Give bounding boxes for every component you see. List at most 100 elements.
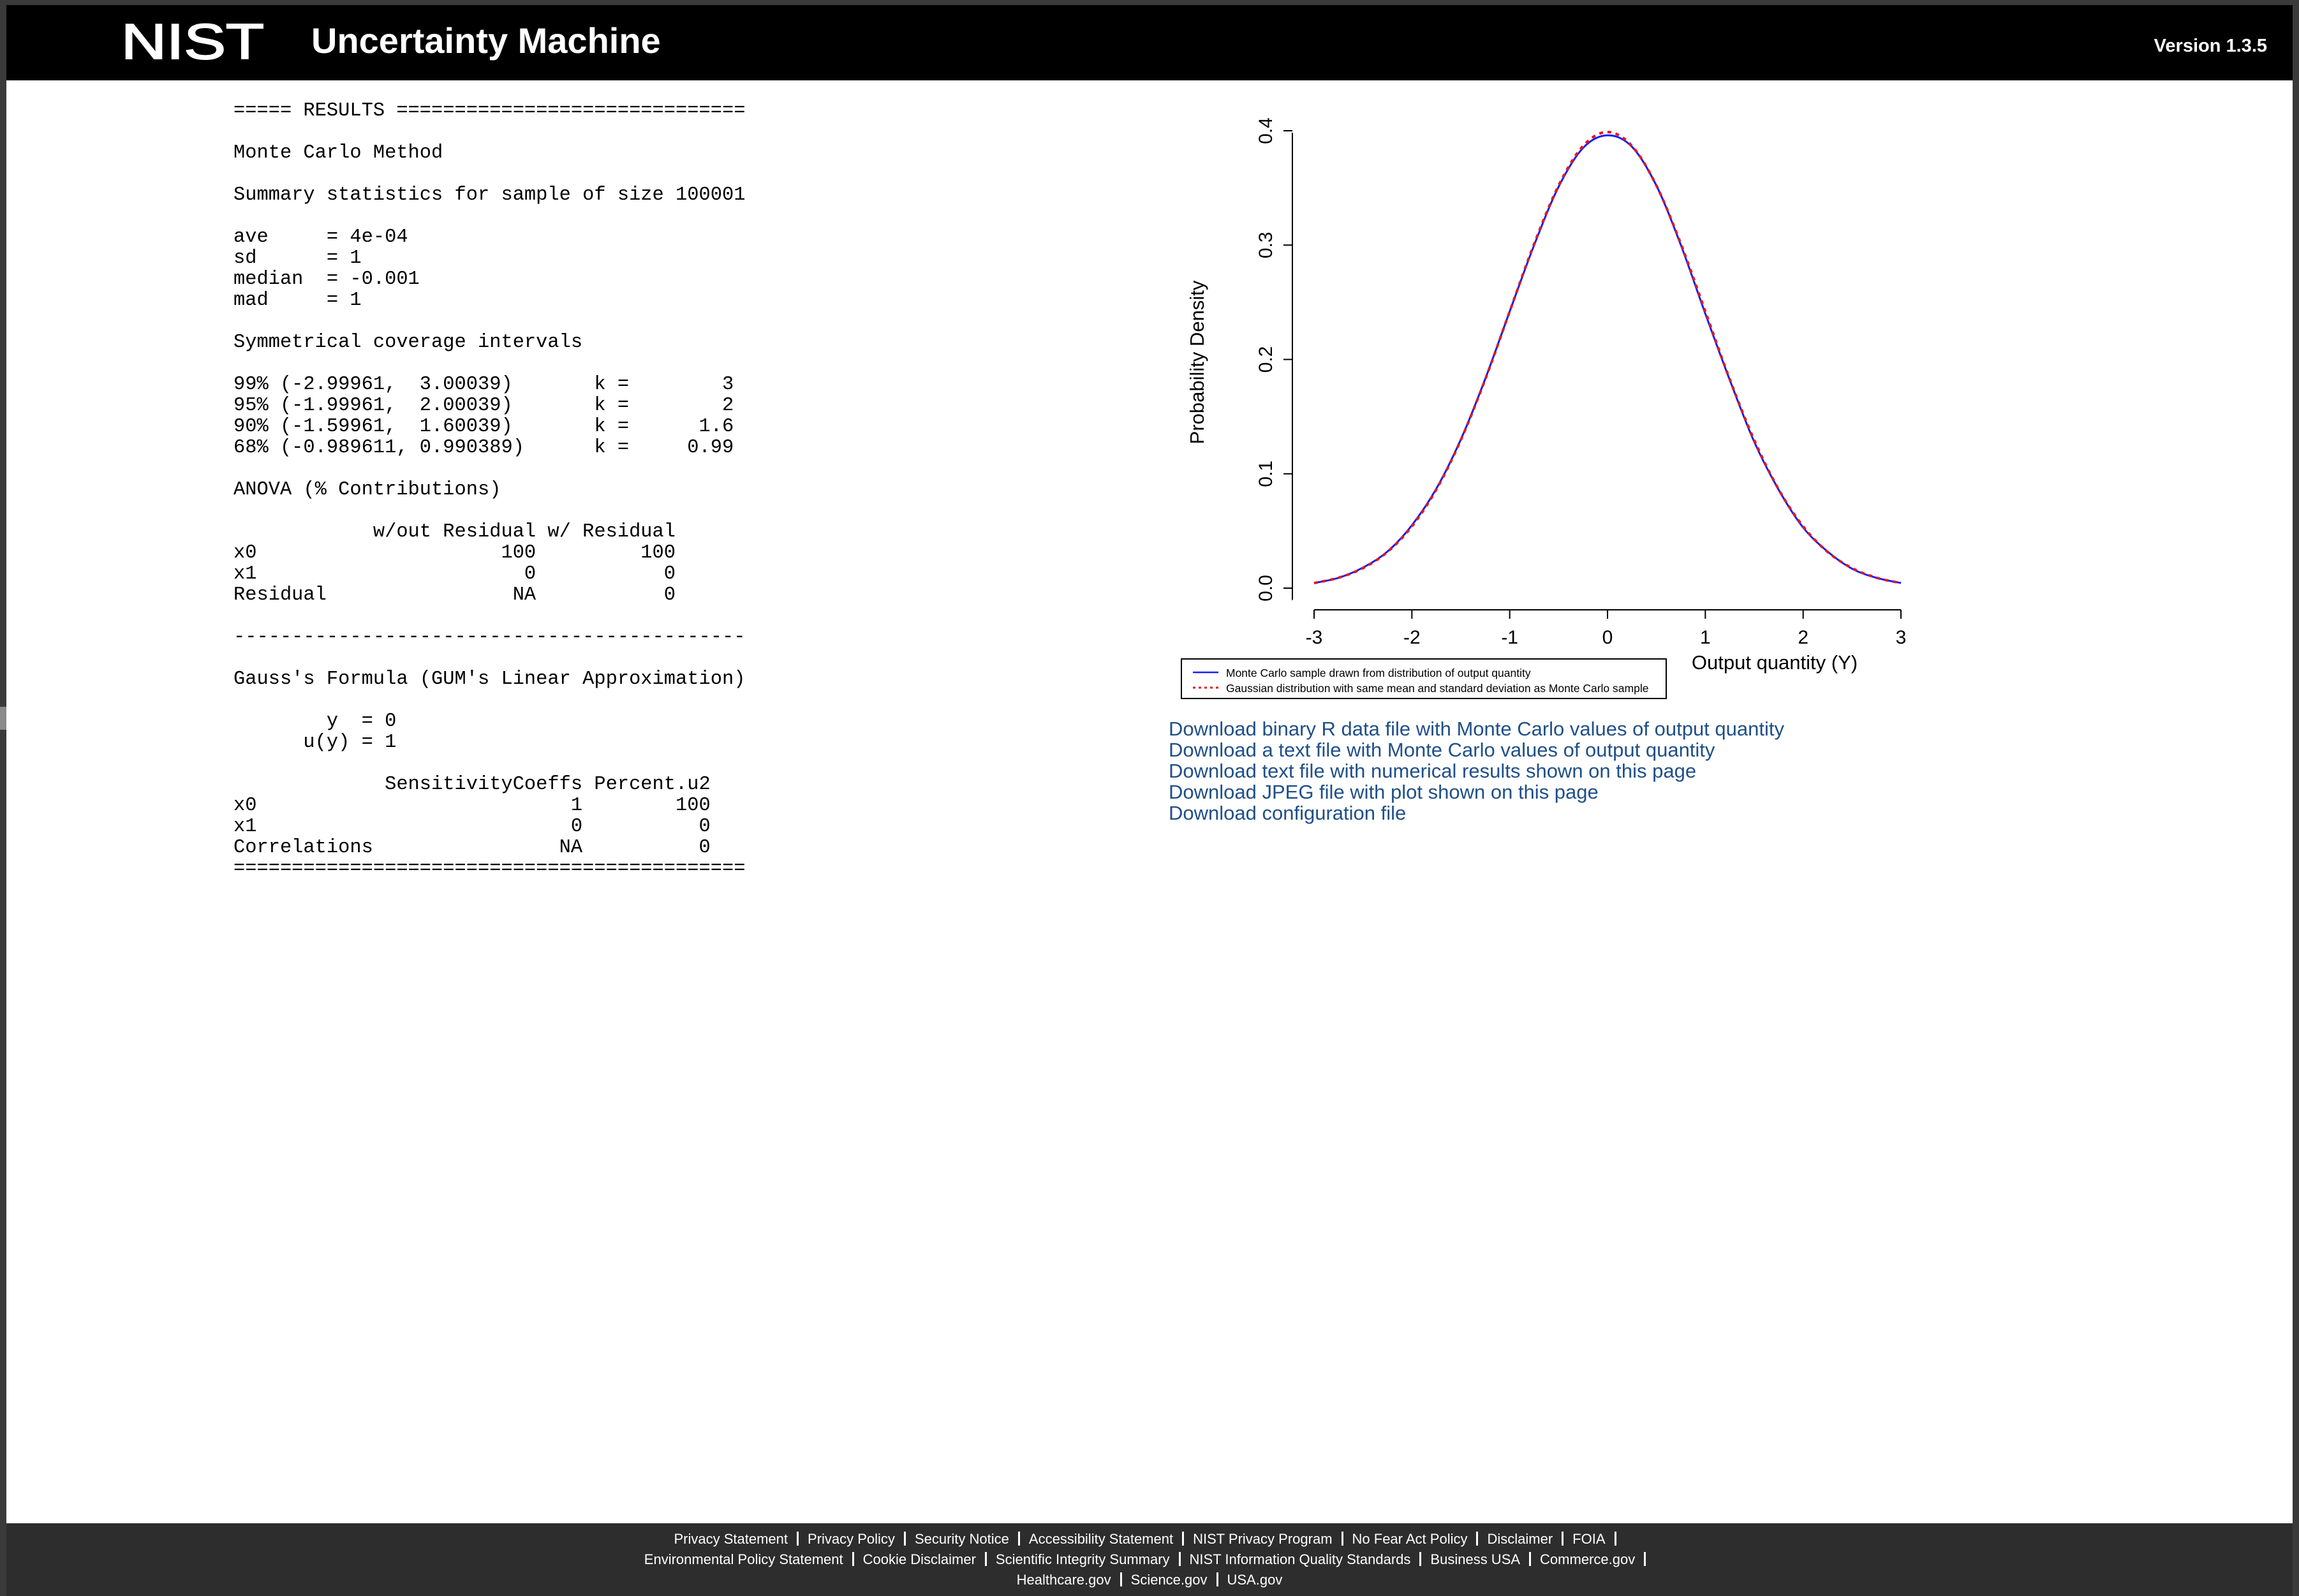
download-link[interactable]: Download a text file with Monte Carlo va… xyxy=(1169,739,1715,761)
results-line: ===== RESULTS ==========================… xyxy=(233,100,746,122)
footer-separator xyxy=(1529,1552,1532,1566)
footer-link[interactable]: Accessibility Statement xyxy=(1028,1531,1174,1547)
results-line: Symmetrical coverage intervals xyxy=(233,332,583,353)
footer-link[interactable]: Security Notice xyxy=(914,1531,1009,1547)
x-axis-label: Output quantity (Y) xyxy=(1692,651,1858,674)
results-line: ----------------------------------------… xyxy=(233,626,746,648)
monte-carlo-series-line xyxy=(1313,134,1902,584)
results-line: SensitivityCoeffs Percent.u2 xyxy=(233,774,711,795)
footer-separator xyxy=(1216,1572,1218,1586)
page-footer: Privacy Statement Privacy Policy Security … xyxy=(6,1523,2293,1596)
footer-separator xyxy=(1614,1532,1616,1546)
x-tick-label: 0 xyxy=(1602,627,1613,648)
results-line: sd = 1 xyxy=(233,248,362,269)
footer-link[interactable]: Healthcare.gov xyxy=(1016,1572,1111,1588)
download-link[interactable]: Download text file with numerical result… xyxy=(1169,760,1697,782)
legend-entry: Monte Carlo sample drawn from distributi… xyxy=(1226,667,1531,679)
results-line: Residual NA 0 xyxy=(233,584,676,606)
footer-row: Privacy Statement Privacy Policy Security … xyxy=(6,1530,2293,1549)
plot-axes: 0.0 0.1 0.2 0.3 0.4 -3 -2 -1 0 1 2 3 Probability Den… xyxy=(1186,117,1923,674)
footer-link[interactable]: Commerce.gov xyxy=(1540,1551,1636,1567)
window-edge-handle xyxy=(0,707,6,730)
results-line: u(y) = 1 xyxy=(233,732,397,753)
results-line: ave = 4e-04 xyxy=(233,226,408,248)
footer-link[interactable]: USA.gov xyxy=(1227,1572,1283,1588)
results-line: w/out Residual w/ Residual xyxy=(233,521,676,543)
download-link[interactable]: Download configuration file xyxy=(1169,802,1407,824)
footer-separator xyxy=(1419,1552,1422,1566)
results-line: 99% (-2.99961, 3.00039) k = 3 xyxy=(233,374,734,395)
footer-separator xyxy=(903,1532,906,1546)
footer-link[interactable]: Scientific Integrity Summary xyxy=(995,1551,1170,1567)
download-link[interactable]: Download binary R data file with Monte C… xyxy=(1169,718,1784,740)
footer-separator xyxy=(1476,1532,1479,1546)
y-tick-label: 0.4 xyxy=(1255,117,1276,144)
results-line: Summary statistics for sample of size 10… xyxy=(233,184,746,206)
footer-link[interactable]: Environmental Policy Statement xyxy=(644,1551,843,1567)
footer-separator xyxy=(797,1532,799,1546)
footer-separator xyxy=(1562,1532,1564,1546)
footer-row: Healthcare.gov Science.gov USA.gov xyxy=(6,1570,2293,1590)
footer-link[interactable]: NIST Privacy Program xyxy=(1193,1531,1333,1547)
nist-logo-text: NIST xyxy=(121,19,264,65)
footer-link[interactable]: No Fear Act Policy xyxy=(1352,1531,1468,1547)
footer-row: Environmental Policy Statement Cookie Dis… xyxy=(6,1550,2293,1569)
footer-separator xyxy=(1017,1532,1020,1546)
footer-link[interactable]: Business USA xyxy=(1430,1551,1521,1567)
page-header: NIST Uncertainty Machine Version 1.3.5 xyxy=(6,5,2293,80)
footer-link[interactable]: FOIA xyxy=(1572,1531,1606,1547)
results-line: 90% (-1.59961, 1.60039) k = 1.6 xyxy=(233,416,734,438)
app-title: Uncertainty Machine xyxy=(311,20,661,61)
y-axis-label: Probability Density xyxy=(1186,280,1208,444)
results-line: y = 0 xyxy=(233,711,397,732)
footer-link[interactable]: Cookie Disclaimer xyxy=(862,1551,976,1567)
footer-separator xyxy=(1120,1572,1122,1586)
y-tick-label: 0.3 xyxy=(1255,232,1276,258)
results-line: median = -0.001 xyxy=(233,269,420,290)
results-line: 95% (-1.99961, 2.00039) k = 2 xyxy=(233,395,734,417)
x-tick-label: 3 xyxy=(1896,627,1907,648)
x-tick-label: -3 xyxy=(1306,627,1323,648)
nist-logo[interactable]: NIST xyxy=(119,19,267,65)
results-line: x1 0 0 xyxy=(233,563,676,585)
footer-separator xyxy=(1341,1532,1343,1546)
version-label: Version 1.3.5 xyxy=(2154,36,2267,56)
results-line: Gauss's Formula (GUM's Linear Approximat… xyxy=(233,669,746,690)
results-line: x0 100 100 xyxy=(233,542,676,564)
x-tick-label: -1 xyxy=(1501,627,1518,648)
x-tick-label: -2 xyxy=(1403,627,1421,648)
footer-link[interactable]: NIST Information Quality Standards xyxy=(1189,1551,1411,1567)
footer-link[interactable]: Disclaimer xyxy=(1487,1531,1553,1547)
y-tick-label: 0.0 xyxy=(1255,575,1276,602)
footer-separator xyxy=(1178,1552,1181,1566)
y-tick-label: 0.1 xyxy=(1255,461,1276,487)
gaussian-series-line xyxy=(1313,130,1902,585)
download-links: Download binary R data file with Monte C… xyxy=(1169,718,1784,824)
results-line: x1 0 0 xyxy=(233,816,711,838)
results-line: x0 1 100 xyxy=(233,795,711,816)
legend-box xyxy=(1181,658,1667,699)
results-line: 68% (-0.989611, 0.990389) k = 0.99 xyxy=(233,437,734,459)
results-line: ANOVA (% Contributions) xyxy=(233,479,501,501)
results-line: mad = 1 xyxy=(233,290,362,311)
plot-legend: Monte Carlo sample drawn from distributi… xyxy=(1181,658,1667,699)
page-frame: NIST Uncertainty Machine Version 1.3.5 =… xyxy=(6,5,2293,1596)
results-line: ========================================… xyxy=(233,858,746,880)
plot-series xyxy=(1313,130,1902,585)
y-tick-label: 0.2 xyxy=(1255,346,1276,373)
results-line: Correlations NA 0 xyxy=(233,837,711,859)
results-text: ===== RESULTS ==========================… xyxy=(233,101,745,880)
footer-separator xyxy=(1182,1532,1185,1546)
footer-link[interactable]: Privacy Policy xyxy=(808,1531,895,1547)
results-line: Monte Carlo Method xyxy=(233,142,443,164)
footer-separator xyxy=(984,1552,987,1566)
footer-separator xyxy=(1644,1552,1646,1566)
density-plot: 0.0 0.1 0.2 0.3 0.4 -3 -2 -1 0 1 2 3 Probability Den… xyxy=(1181,117,1923,699)
download-link[interactable]: Download JPEG file with plot shown on th… xyxy=(1169,781,1599,803)
x-tick-label: 1 xyxy=(1700,627,1711,648)
footer-link[interactable]: Privacy Statement xyxy=(674,1531,788,1547)
footer-separator xyxy=(852,1552,854,1566)
legend-entry: Gaussian distribution with same mean and… xyxy=(1226,682,1648,695)
footer-link[interactable]: Science.gov xyxy=(1130,1572,1208,1588)
x-tick-label: 2 xyxy=(1798,627,1808,648)
